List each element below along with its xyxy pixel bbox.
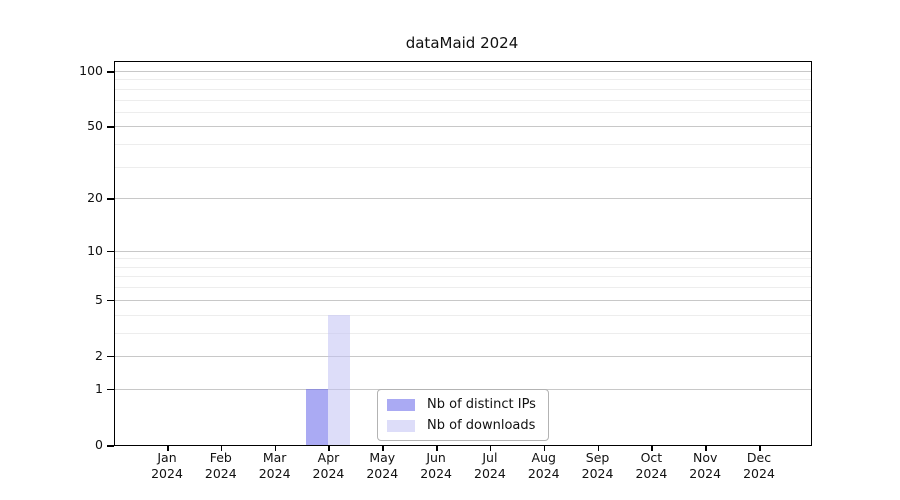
x-tick-month: Jul [482,450,498,465]
x-tick-year: 2024 [474,466,506,481]
y-tick [107,198,114,200]
x-tick [274,445,277,451]
x-tick-label: Nov 2024 [675,450,735,482]
x-tick [220,445,223,451]
gridline-minor [115,314,811,316]
x-tick [705,445,707,451]
x-tick [328,445,330,451]
x-tick [543,445,546,451]
x-tick [651,445,653,451]
bar-downloads [328,314,351,445]
x-tick-month: Nov [692,450,718,465]
y-tick [107,388,114,391]
x-tick-label: Mar 2024 [245,450,305,482]
x-tick-label: Jan 2024 [137,450,197,482]
gridline-minor [115,111,811,113]
y-tick [107,126,114,128]
gridline-minor [115,258,811,260]
gridline-minor [115,99,811,101]
x-tick-label: Jun 2024 [406,450,466,482]
legend-row: Nb of downloads [387,418,536,433]
legend-row: Nb of distinct IPs [387,397,536,412]
x-tick-year: 2024 [366,466,399,481]
gridline-minor [115,266,811,268]
gridline-minor [115,88,811,90]
x-tick [597,445,600,451]
bar-distinct-ips [306,388,329,445]
x-tick-label: Sep 2024 [568,450,628,482]
x-tick-label: Dec 2024 [729,450,789,482]
gridline-minor [115,79,811,81]
x-tick-label: May 2024 [352,450,412,482]
legend-label-downloads: Nb of downloads [427,418,536,433]
x-tick-year: 2024 [151,466,183,481]
x-tick-year: 2024 [258,466,291,481]
y-tick-label: 20 [87,190,103,206]
x-tick [436,445,438,451]
x-tick-month: Sep [585,450,610,465]
plot-area: Nb of distinct IPs Nb of downloads 100 50… [79,61,812,481]
legend-swatch [387,398,415,411]
x-tick-month: Jun [426,450,446,465]
x-tick-month: Dec [746,450,772,465]
y-tick-label: 10 [87,242,103,258]
x-tick-label: Apr 2024 [298,450,358,482]
y-tick-label: 0 [95,437,103,452]
legend: Nb of distinct IPs Nb of downloads [377,389,549,441]
gridline-major [115,198,811,200]
x-tick [489,445,492,451]
y-tick-label: 2 [95,347,103,363]
x-tick-year: 2024 [204,466,237,481]
gridline-minor [115,166,811,168]
x-tick [167,445,169,451]
x-tick-month: Apr [317,450,340,465]
legend-label-distinct-ips: Nb of distinct IPs [427,397,536,412]
x-tick-year: 2024 [420,466,452,481]
x-tick-year: 2024 [312,466,345,481]
x-tick-year: 2024 [581,466,614,481]
x-tick-month: Mar [262,450,287,465]
x-tick [759,445,761,451]
x-tick-month: Feb [209,450,232,465]
x-tick-month: May [369,450,396,465]
x-tick-label: Feb 2024 [191,450,251,482]
x-tick-year: 2024 [689,466,722,481]
gridline-minor [115,332,811,334]
gridline-minor [115,144,811,146]
legend-swatch [387,419,415,432]
y-tick-label: 1 [95,380,103,396]
x-tick-month: Aug [531,450,556,465]
y-tick [107,250,114,253]
x-tick-month: Jan [157,450,177,465]
y-tick [107,445,114,447]
x-tick [382,445,384,451]
y-tick [107,355,114,358]
gridline-minor [115,276,811,278]
y-tick-label: 100 [79,63,103,78]
gridline-major [115,71,811,72]
chart-title: dataMaid 2024 [405,34,519,52]
x-tick-year: 2024 [635,466,668,481]
gridline-major [115,299,811,301]
y-tick-label: 50 [87,118,103,134]
gridline-major [115,250,811,252]
gridline-major [115,355,811,357]
x-tick-label: Jul 2024 [460,450,520,482]
x-tick-label: Oct 2024 [621,450,681,482]
x-tick-year: 2024 [527,466,560,481]
y-tick-label: 5 [95,291,103,307]
x-tick-label: Aug 2024 [514,450,574,482]
y-tick [107,71,114,73]
x-tick-month: Oct [640,450,663,465]
y-tick [107,299,114,302]
x-tick-year: 2024 [743,466,775,481]
gridline-major [115,126,811,128]
gridline-minor [115,287,811,289]
